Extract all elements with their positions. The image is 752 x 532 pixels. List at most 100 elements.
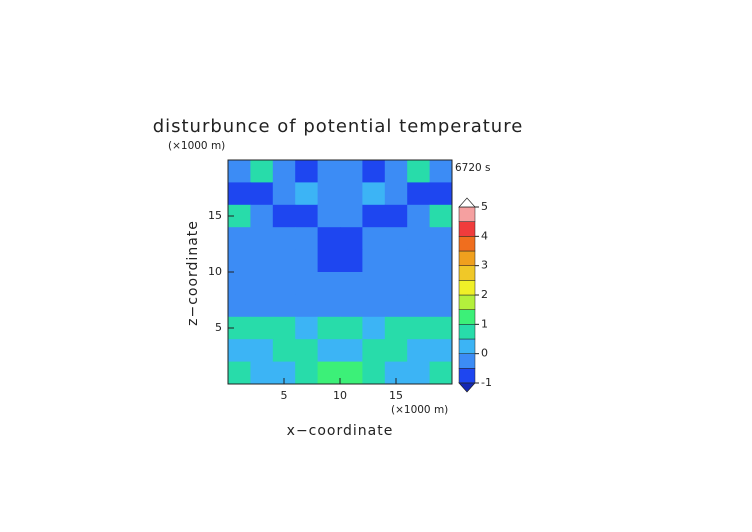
contour-cell — [250, 316, 274, 340]
contour-cell — [228, 249, 251, 273]
y-tick-label: 5 — [215, 321, 222, 334]
contour-cell — [250, 249, 274, 273]
colorbar-tick-label: 5 — [481, 200, 488, 213]
contour-cell — [429, 204, 453, 228]
contour-cell — [362, 249, 386, 273]
colorbar-extend-max — [458, 197, 476, 208]
colorbar-band — [458, 236, 476, 252]
chart-title: disturbunce of potential temperature — [153, 116, 524, 137]
x-tick-label: 15 — [389, 389, 403, 402]
contour-cell — [429, 272, 453, 295]
contour-cell — [295, 316, 319, 340]
contour-cell — [407, 249, 431, 273]
contour-cell — [228, 182, 251, 206]
contour-cell — [228, 227, 251, 251]
colorbar-band — [458, 250, 476, 266]
contour-cell — [407, 316, 431, 340]
y-tick-label: 15 — [208, 209, 222, 222]
contour-cell — [295, 294, 319, 318]
contour-cell — [340, 361, 363, 385]
colorbar-band — [458, 294, 476, 310]
contour-cell — [429, 182, 453, 206]
contour-cell — [407, 272, 431, 295]
contour-cell — [340, 227, 363, 251]
contour-cell — [407, 339, 431, 363]
contour-cell — [295, 227, 319, 251]
contour-cell — [429, 227, 453, 251]
contour-cell — [384, 182, 408, 206]
contour-cell — [340, 316, 363, 340]
contour-cell — [362, 294, 386, 318]
contour-cell — [250, 294, 274, 318]
contour-cell — [272, 316, 296, 340]
contour-cell — [384, 160, 408, 183]
contour-cell — [295, 272, 319, 295]
contour-cell — [362, 272, 386, 295]
contour-cell — [250, 182, 274, 206]
contour-cell — [429, 361, 453, 385]
colorbar-tick-label: 0 — [481, 347, 488, 360]
contour-cell — [384, 204, 408, 228]
contour-cell — [384, 339, 408, 363]
colorbar-band — [458, 280, 476, 296]
y-unit: (×1000 m) — [168, 140, 225, 152]
colorbar-band — [458, 353, 476, 369]
colorbar-band — [458, 338, 476, 354]
contour-cell — [228, 339, 251, 363]
contour-cell — [295, 160, 319, 183]
colorbar-band — [458, 206, 476, 222]
contour-cell — [340, 339, 363, 363]
contour-cell — [272, 272, 296, 295]
colorbar-band — [458, 324, 476, 340]
y-axis-label: z−coordinate — [185, 220, 201, 326]
contour-cell — [317, 182, 341, 206]
contour-cell — [272, 204, 296, 228]
contour-cell — [228, 361, 251, 385]
contour-cell — [340, 272, 363, 295]
colorbar-band — [458, 368, 476, 384]
contour-cell — [384, 272, 408, 295]
contour-cell — [272, 249, 296, 273]
contour-cell — [295, 249, 319, 273]
contour-cell — [228, 204, 251, 228]
contour-cell — [407, 294, 431, 318]
contour-cell — [272, 182, 296, 206]
contour-cell — [384, 316, 408, 340]
contour-cell — [362, 361, 386, 385]
contour-cell — [407, 204, 431, 228]
contour-cell — [250, 160, 274, 183]
colorbar-band — [458, 221, 476, 237]
contour-cell — [228, 160, 251, 183]
x-tick-label: 10 — [333, 389, 347, 402]
contour-cell — [250, 204, 274, 228]
contour-cell — [384, 227, 408, 251]
contour-cell — [317, 272, 341, 295]
contour-cell — [429, 160, 453, 183]
y-tick-label: 10 — [208, 265, 222, 278]
colorbar-tick-label: 4 — [481, 229, 488, 242]
contour-cell — [295, 361, 319, 385]
contour-cell — [272, 294, 296, 318]
contour-cell — [317, 294, 341, 318]
contour-cell — [429, 294, 453, 318]
contour-cell — [384, 361, 408, 385]
contour-cell — [250, 227, 274, 251]
contour-cell — [362, 339, 386, 363]
contour-cell — [407, 227, 431, 251]
contour-cell — [340, 294, 363, 318]
colorbar-extend-min — [458, 382, 476, 393]
contour-cell — [250, 339, 274, 363]
contour-cell — [429, 316, 453, 340]
contour-cell — [317, 339, 341, 363]
contour-cell — [317, 249, 341, 273]
contour-cell — [295, 339, 319, 363]
contour-cell — [317, 227, 341, 251]
contour-cell — [407, 160, 431, 183]
contour-cell — [228, 294, 251, 318]
colorbar-tick-label: 2 — [481, 288, 488, 301]
x-unit: (×1000 m) — [391, 404, 448, 416]
contour-cell — [317, 361, 341, 385]
contour-cell — [429, 249, 453, 273]
contour-cell — [362, 316, 386, 340]
contour-cell — [407, 361, 431, 385]
